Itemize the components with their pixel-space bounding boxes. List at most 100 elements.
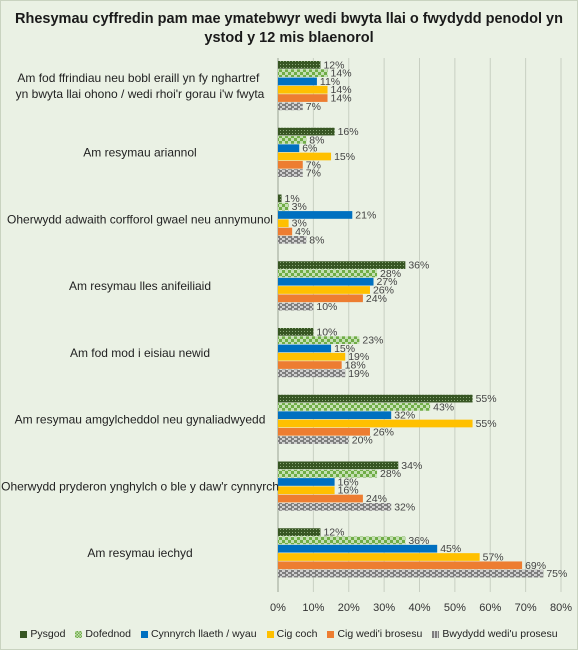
data-label: 24% <box>366 293 387 305</box>
data-label: 12% <box>323 527 344 539</box>
bar-dofednod <box>278 336 360 344</box>
data-label: 14% <box>331 93 352 105</box>
data-label: 45% <box>440 543 461 555</box>
x-tick-label: 60% <box>479 602 501 614</box>
bar-dofednod <box>278 269 378 278</box>
bar-dofednod <box>278 536 406 545</box>
bar-cig-wedi-i-brosesu <box>278 494 363 503</box>
bar-cig-coch <box>278 352 346 361</box>
chart-title: Rhesymau cyffredin pam mae ymatebwyr wed… <box>15 11 563 46</box>
data-label: 7% <box>306 168 321 180</box>
bar-cig-wedi-i-brosesu <box>278 294 363 303</box>
data-label: 1% <box>285 193 300 205</box>
data-label: 4% <box>295 226 310 238</box>
legend-item: Cig wedi'i brosesu <box>327 628 422 640</box>
data-label: 14% <box>331 68 352 80</box>
bar-pysgod <box>278 528 321 536</box>
data-label: 19% <box>348 351 369 363</box>
bar-pysgod <box>278 394 473 403</box>
data-label: 16% <box>338 476 359 488</box>
data-label: 10% <box>316 326 337 338</box>
bar-cig-wedi-i-brosesu <box>278 427 370 436</box>
data-label: 7% <box>306 101 321 113</box>
category-label: Oherwydd adwaith corfforol gwael neu ann… <box>7 212 273 226</box>
bar-bwydydd-wedi-u-prosesu <box>278 102 303 111</box>
bar-cynnyrch-llaeth-wyau <box>278 211 353 219</box>
bar-cig-wedi-i-brosesu <box>278 94 328 102</box>
legend-swatch <box>432 630 440 638</box>
data-label: 14% <box>331 84 352 96</box>
legend-item: Cig coch <box>266 628 318 640</box>
data-label: 8% <box>309 134 324 146</box>
data-label: 3% <box>292 218 307 230</box>
bar-pysgod <box>278 328 314 336</box>
bar-cig-coch <box>278 286 370 294</box>
x-tick-label: 0% <box>270 602 286 614</box>
data-label: 32% <box>394 410 415 422</box>
bar-cynnyrch-llaeth-wyau <box>278 77 317 86</box>
legend-swatch <box>20 630 28 638</box>
bar-cig-coch <box>278 85 328 94</box>
bar-pysgod <box>278 194 282 203</box>
legend-swatch <box>327 630 335 638</box>
data-label: 26% <box>373 284 394 296</box>
bar-dofednod <box>278 69 328 77</box>
legend: Pysgod Dofednod Cynnyrch llaeth / wyau Cig … <box>0 628 578 640</box>
bar-cig-wedi-i-brosesu <box>278 361 342 369</box>
bar-pysgod <box>278 61 321 69</box>
data-label: 15% <box>334 343 355 355</box>
bar-bwydydd-wedi-u-prosesu <box>278 169 303 177</box>
data-label: 20% <box>352 435 373 447</box>
bar-bwydydd-wedi-u-prosesu <box>278 436 349 444</box>
legend-item: Bwydydd wedi'u prosesu <box>432 628 558 640</box>
legend-label: Cig coch <box>276 628 318 640</box>
bar-bwydydd-wedi-u-prosesu <box>278 569 544 578</box>
data-label: 28% <box>380 268 401 280</box>
data-label: 75% <box>546 568 567 580</box>
bar-bwydydd-wedi-u-prosesu <box>278 302 314 311</box>
x-tick-label: 40% <box>408 602 430 614</box>
data-label: 16% <box>338 485 359 497</box>
bar-cig-coch <box>278 419 473 428</box>
data-label: 15% <box>334 151 355 163</box>
data-label: 7% <box>306 159 321 171</box>
data-label: 34% <box>401 460 422 472</box>
data-label: 24% <box>366 493 387 505</box>
bar-bwydydd-wedi-u-prosesu <box>278 503 392 511</box>
bar-cig-coch <box>278 486 335 495</box>
legend-label: Pysgod <box>30 628 66 640</box>
data-label: 18% <box>345 360 366 372</box>
data-label: 8% <box>309 234 324 246</box>
data-label: 55% <box>476 418 497 430</box>
legend-label: Dofednod <box>85 628 131 640</box>
x-tick-label: 10% <box>302 602 324 614</box>
legend-label: Cig wedi'i brosesu <box>337 628 423 640</box>
bar-cynnyrch-llaeth-wyau <box>278 344 332 353</box>
legend-label: Cynnyrch llaeth / wyau <box>150 628 257 640</box>
data-label: 6% <box>302 143 317 155</box>
bar-bwydydd-wedi-u-prosesu <box>278 369 346 378</box>
bar-cig-wedi-i-brosesu <box>278 160 303 169</box>
legend-item: Pysgod <box>20 628 65 640</box>
data-label: 69% <box>525 560 546 572</box>
bar-cig-coch <box>278 152 332 161</box>
data-label: 28% <box>380 468 401 480</box>
legend-label: Bwydydd wedi'u prosesu <box>442 628 558 640</box>
bar-bwydydd-wedi-u-prosesu <box>278 236 307 244</box>
category-label: Oherwydd pryderon ynghylch o ble y daw'r… <box>1 479 279 493</box>
bar-cynnyrch-llaeth-wyau <box>278 411 392 420</box>
bar-dofednod <box>278 202 289 211</box>
bar-cig-coch <box>278 553 480 561</box>
data-label: 19% <box>348 368 369 380</box>
legend-swatch <box>266 630 274 638</box>
bar-pysgod <box>278 261 406 269</box>
x-tick-label: 50% <box>444 602 466 614</box>
data-label: 16% <box>338 126 359 138</box>
category-label: Am resymau amgylcheddol neu gynaliadwyed… <box>15 413 266 427</box>
bar-cig-coch <box>278 219 289 228</box>
data-label: 11% <box>320 76 340 88</box>
bar-dofednod <box>278 403 431 411</box>
data-label: 21% <box>355 209 376 221</box>
bar-pysgod <box>278 127 335 136</box>
x-tick-label: 30% <box>373 602 395 614</box>
